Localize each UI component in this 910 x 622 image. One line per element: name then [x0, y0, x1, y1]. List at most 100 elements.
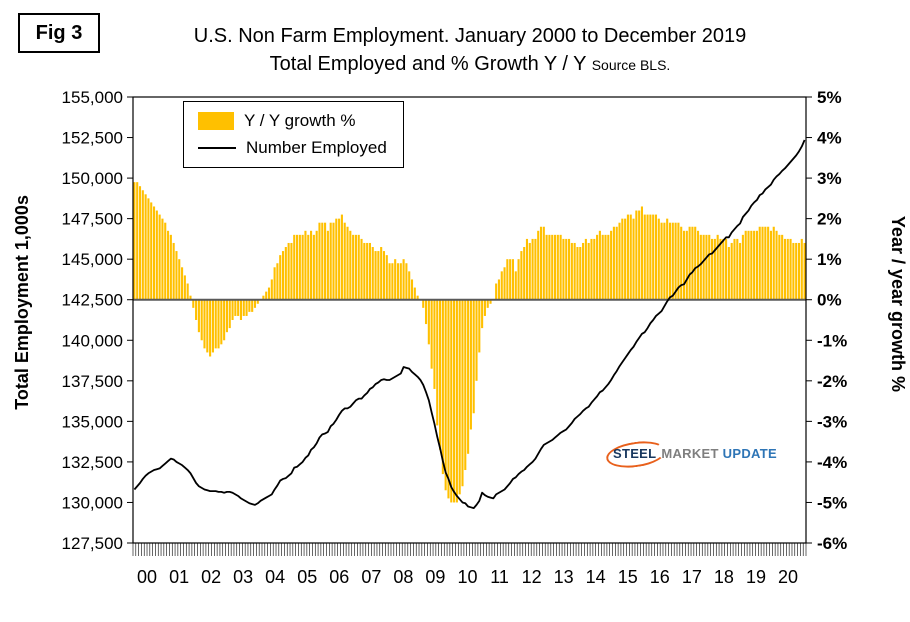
growth-bar	[447, 299, 450, 499]
growth-bar	[741, 234, 744, 300]
growth-bar	[256, 299, 259, 304]
growth-bar	[525, 238, 529, 300]
growth-bar	[778, 234, 781, 300]
growth-bar	[612, 226, 615, 300]
growth-bar	[469, 299, 472, 430]
growth-bar	[767, 226, 770, 300]
year-label: 04	[265, 567, 285, 587]
right-axis-tick-label: 5%	[817, 88, 842, 107]
growth-bar	[562, 238, 565, 300]
chart-subtitle: Total Employed and % Growth Y / Y Source…	[120, 50, 820, 79]
growth-bar	[542, 226, 545, 300]
growth-bar	[520, 251, 523, 300]
growth-bar	[584, 238, 587, 300]
growth-bar	[699, 234, 702, 300]
growth-bar	[685, 230, 688, 300]
growth-bar	[455, 299, 458, 503]
growth-bar	[267, 287, 271, 300]
growth-bar	[441, 299, 444, 475]
growth-bar	[725, 238, 728, 300]
left-axis-tick-label: 150,000	[62, 169, 123, 188]
growth-bar	[601, 234, 604, 300]
growth-bar	[481, 299, 484, 329]
growth-bar	[635, 210, 638, 300]
growth-bar	[539, 226, 543, 300]
growth-bar	[326, 230, 329, 300]
growth-bar	[133, 182, 136, 300]
right-axis-tick-label: -5%	[817, 493, 847, 512]
growth-bar	[486, 299, 489, 308]
year-label: 20	[778, 567, 798, 587]
growth-bar	[713, 238, 716, 300]
growth-bar	[444, 299, 447, 491]
growth-bar	[301, 234, 304, 300]
growth-bar	[206, 299, 209, 353]
growth-bar	[705, 234, 708, 300]
growth-bar	[366, 242, 369, 300]
growth-bar	[374, 251, 377, 300]
growth-bar	[772, 226, 775, 300]
growth-bar	[237, 299, 240, 316]
growth-bar	[195, 299, 198, 320]
chart-legend: Y / Y growth % Number Employed	[183, 101, 404, 168]
growth-bar	[795, 242, 798, 300]
growth-bar	[657, 218, 660, 300]
growth-bar	[312, 234, 315, 300]
growth-bar	[593, 238, 596, 300]
right-axis-tick-label: 0%	[817, 291, 842, 310]
growth-bar	[660, 222, 663, 300]
growth-bar	[458, 299, 461, 495]
growth-bar	[281, 251, 285, 300]
growth-bar	[626, 214, 629, 300]
left-axis-tick-label: 135,000	[62, 412, 123, 431]
growth-bar	[228, 299, 231, 329]
growth-bar	[632, 218, 635, 300]
growth-bar	[329, 222, 332, 300]
growth-bar	[371, 247, 374, 300]
growth-bar	[666, 218, 669, 300]
growth-bar	[800, 238, 803, 300]
growth-bar	[694, 226, 697, 300]
growth-bar	[354, 234, 357, 300]
growth-bar	[797, 242, 801, 300]
year-label: 12	[522, 567, 542, 587]
growth-bar	[144, 194, 147, 300]
growth-bar	[343, 222, 346, 300]
growth-bar	[598, 230, 601, 300]
figure-number-box: Fig 3	[18, 13, 100, 53]
growth-bar	[674, 222, 677, 300]
growth-bar	[273, 267, 276, 300]
growth-bar	[169, 234, 172, 300]
year-label: 02	[201, 567, 221, 587]
growth-bar	[688, 226, 691, 300]
growth-bar	[531, 238, 534, 300]
year-label: 03	[233, 567, 253, 587]
growth-bar	[136, 182, 139, 300]
growth-bar	[298, 234, 301, 300]
growth-bar	[304, 230, 307, 300]
growth-bar	[391, 263, 394, 300]
right-axis-tick-label: 3%	[817, 169, 842, 188]
growth-bar	[702, 234, 705, 300]
growth-bar	[422, 299, 425, 308]
right-axis-tick-label: -6%	[817, 534, 847, 553]
growth-bar	[427, 299, 430, 345]
growth-bar	[503, 267, 506, 300]
year-label: 15	[618, 567, 638, 587]
growth-bar	[640, 206, 643, 300]
growth-bar	[242, 299, 245, 316]
growth-bar	[730, 242, 733, 300]
growth-bar	[214, 299, 217, 349]
growth-bar	[197, 299, 200, 333]
growth-bar	[399, 263, 402, 300]
growth-bar	[711, 238, 714, 300]
right-axis-tick-label: 1%	[817, 250, 842, 269]
logo-word-steel: STEEL	[613, 446, 657, 461]
right-axis-tick-label: -2%	[817, 372, 847, 391]
growth-bar	[239, 299, 243, 320]
logo-word-update: UPDATE	[722, 446, 777, 461]
growth-bar	[761, 226, 764, 300]
growth-bar	[424, 299, 428, 325]
growth-bar	[265, 291, 268, 300]
